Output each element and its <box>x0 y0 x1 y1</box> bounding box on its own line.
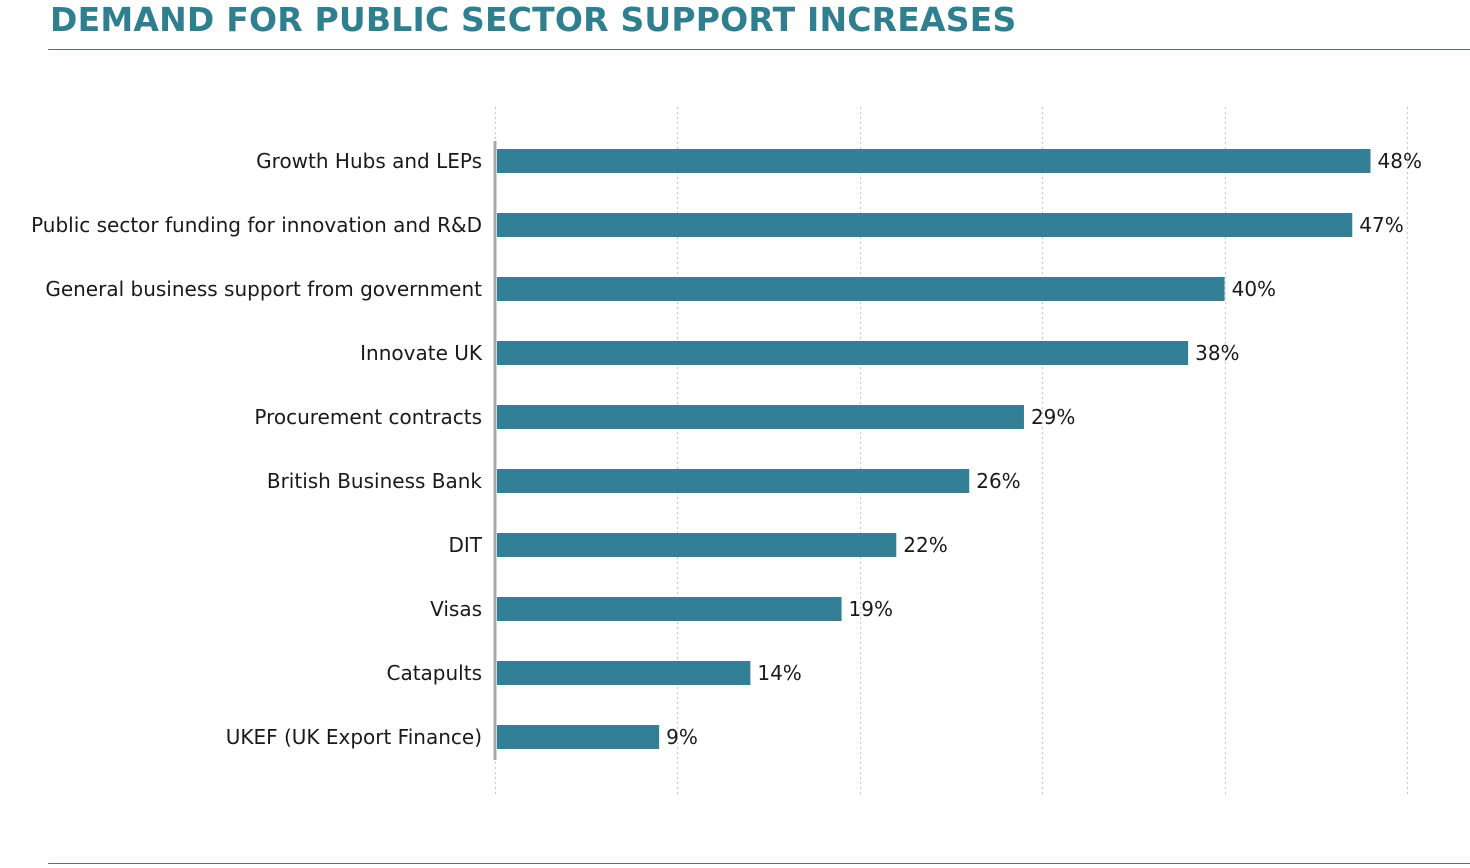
bars <box>497 149 1371 749</box>
category-label: General business support from government <box>45 277 482 301</box>
data-label: 29% <box>1031 405 1075 429</box>
data-label: 38% <box>1195 341 1239 365</box>
bar <box>497 661 751 685</box>
grid-lines <box>494 107 1409 795</box>
category-label: Procurement contracts <box>254 405 482 429</box>
category-label: British Business Bank <box>267 469 483 493</box>
category-label: Growth Hubs and LEPs <box>256 149 482 173</box>
category-label: Innovate UK <box>360 341 483 365</box>
data-label: 26% <box>976 469 1020 493</box>
data-label: 9% <box>666 725 698 749</box>
data-label: 14% <box>757 661 801 685</box>
bar <box>497 725 660 749</box>
bar <box>497 277 1225 301</box>
bar <box>497 149 1371 173</box>
chart-title: DEMAND FOR PUBLIC SECTOR SUPPORT INCREAS… <box>50 0 1017 39</box>
category-labels: Growth Hubs and LEPs Public sector fundin… <box>31 149 483 749</box>
bar <box>497 341 1189 365</box>
data-label: 22% <box>903 533 947 557</box>
data-label: 48% <box>1378 149 1422 173</box>
bottom-rule <box>48 863 1470 864</box>
data-label: 47% <box>1359 213 1403 237</box>
bar <box>497 213 1353 237</box>
category-label: Visas <box>430 597 482 621</box>
category-label: Catapults <box>386 661 482 685</box>
category-label: Public sector funding for innovation and… <box>31 213 482 237</box>
bar <box>497 597 842 621</box>
bar <box>497 405 1024 429</box>
bar <box>497 533 897 557</box>
data-label: 19% <box>849 597 893 621</box>
title-underline <box>48 49 1470 50</box>
value-labels: 48% 47% 40% 38% 29% 26% 22% 19% 14% 9% <box>666 149 1422 749</box>
data-label: 40% <box>1232 277 1276 301</box>
category-label: UKEF (UK Export Finance) <box>226 725 482 749</box>
bar <box>497 469 970 493</box>
category-label: DIT <box>448 533 482 557</box>
